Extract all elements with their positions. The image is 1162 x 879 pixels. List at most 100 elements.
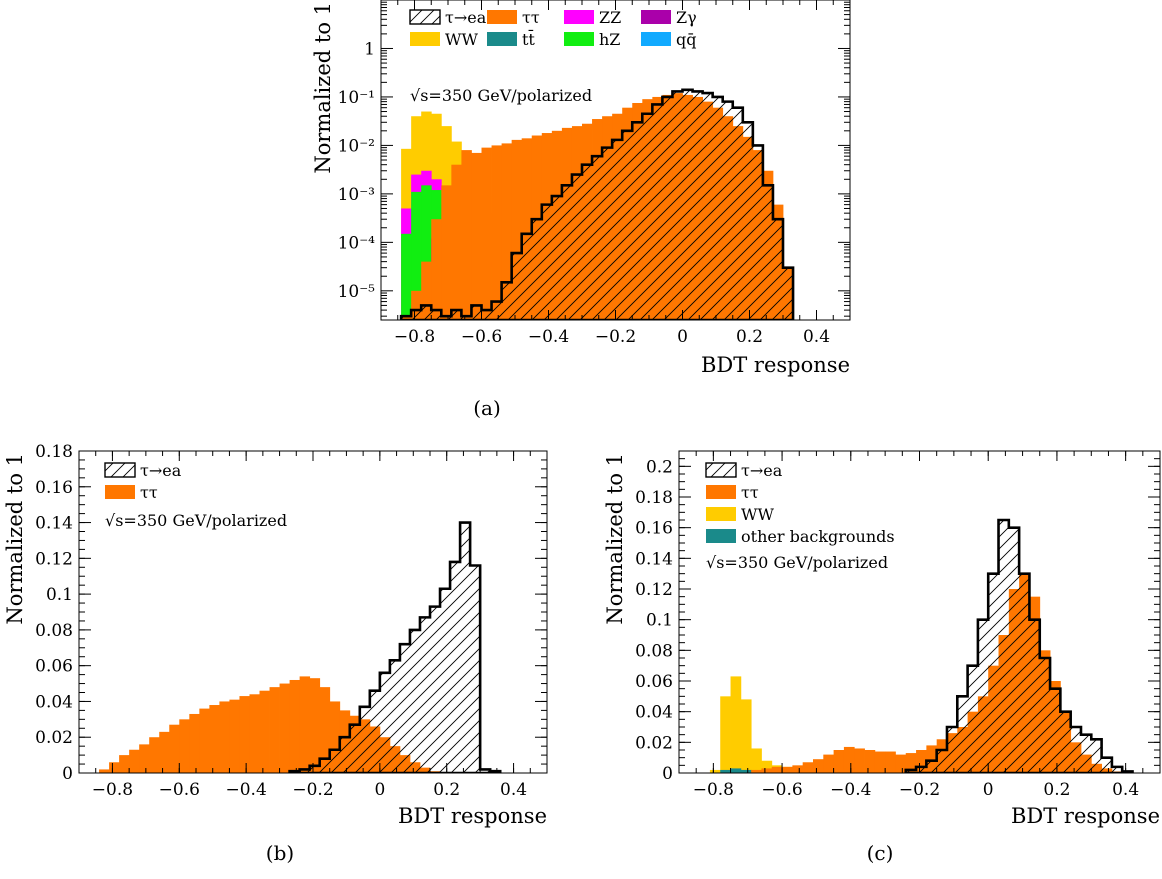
legend-label: other backgrounds [741,527,895,546]
histogram-bar [249,694,260,773]
x-tick-label: −0.6 [761,780,802,800]
histogram-bar [259,690,270,773]
y-tick-label: 0.08 [635,641,673,661]
x-tick-label: 0.2 [736,327,763,347]
y-axis-title: Normalized to 1 [3,453,27,625]
y-tick-label: 0 [662,764,673,784]
histogram-bar [761,760,773,773]
y-tick-label: 0.04 [35,692,73,712]
legend-label: tt̄ [522,28,535,49]
legend-label: ττ [522,8,540,27]
y-tick-label: 10⁻⁴ [338,233,376,253]
histogram-bar [451,164,462,320]
x-tick-label: 0.4 [1112,780,1139,800]
histogram-bar [289,679,301,773]
y-tick-label: 0.12 [635,580,673,600]
histogram-bar [421,261,432,320]
histogram-bar [309,678,321,773]
legend-swatch [706,507,736,521]
x-axis-title: BDT response [701,353,850,377]
chart-panel-b: −0.8 −0.6 −0.4 −0.2 0 0.2 0.4 0 0.02 0.04 0.06 0.08… [3,442,548,865]
legend-entry: ττ [706,483,759,502]
histogram-bar [441,185,452,320]
legend-entry: ττ [105,483,158,502]
y-tick-label: 10⁻³ [338,185,375,205]
histogram-bar [885,751,896,773]
histogram-bar [149,737,160,773]
histogram-bar [129,749,140,773]
histogram-bar [709,769,721,773]
y-tick-label: 0.1 [646,611,673,631]
legend-entry: ττ [487,8,540,27]
legend-entry: hZ [564,30,620,49]
y-tick-label: 0.12 [35,549,73,569]
histogram-bar [401,233,412,320]
y-axis-title: Normalized to 1 [311,2,335,174]
legend-entry: WW [706,505,774,524]
legend-swatch [409,9,441,25]
y-axis: 0 0.02 0.04 0.06 0.08 0.1 0.12 0.14 0.16 0.18 [35,442,547,784]
histogram-bar [720,696,731,773]
histogram-bar [751,748,762,773]
legend-label: WW [741,505,774,524]
x-axis: −0.8 −0.6 −0.4 −0.2 0 0.2 0.4 [78,451,548,800]
y-tick-label: 10⁻⁵ [338,282,376,302]
histogram-bar [319,687,331,773]
series-τ→ea [288,521,502,773]
y-tick-label: 0.08 [35,621,73,641]
histogram-bar [119,755,130,773]
histogram-bar [481,147,492,320]
histogram-bar [905,753,917,773]
histogram-bar [461,150,472,320]
legend-swatch [487,10,517,24]
histogram-bar [802,762,814,773]
legend-swatch [706,529,736,543]
histogram-bar [843,746,855,773]
histogram-bar [471,152,482,320]
y-tick-label: 0.14 [35,514,73,534]
x-tick-label: −0.2 [292,780,333,800]
x-tick-label: −0.2 [595,327,636,347]
histogram-bar [229,699,240,773]
legend-swatch [564,32,594,46]
x-tick-label: 0.2 [433,780,460,800]
legend-swatch [705,462,737,478]
legend-label: Zγ [676,8,697,27]
plot-area [99,521,502,773]
legend-swatch [564,10,594,24]
legend: τ→ea ττ ZZ Zγ WW tt̄ hZ qq̄ [409,8,697,49]
histogram-bar [179,719,190,773]
histogram-bar [771,766,783,773]
histogram-bar [269,687,280,773]
histogram-bar [299,676,311,773]
y-tick-label: 0.02 [635,733,673,753]
x-axis-title: BDT response [398,804,547,828]
histogram-bar [99,769,110,773]
histogram-bar [895,754,907,773]
x-tick-label: −0.4 [226,780,267,800]
x-tick-label: 0 [374,780,385,800]
signal-outline [288,521,502,773]
x-tick-label: −0.8 [394,327,435,347]
legend-label: WW [445,30,478,49]
x-tick-label: −0.8 [92,780,133,800]
histogram-bar [491,145,502,320]
plot-area [709,518,1134,773]
histogram-bar [109,762,120,773]
panel-caption: (b) [266,841,294,865]
x-tick-label: 0.4 [500,780,527,800]
histogram-bar [823,754,835,773]
histogram-bar [761,768,773,773]
legend-swatch [706,485,736,499]
y-axis: 10⁻⁵ 10⁻⁴ 10⁻³ 10⁻² 10⁻¹ 1 [338,1,850,317]
histogram-bar [329,701,341,773]
x-tick-label: −0.2 [899,780,940,800]
histogram-bar [501,143,513,320]
y-tick-label: 10⁻² [338,136,375,156]
histogram-bar [159,731,170,773]
histogram-bar [792,765,804,773]
y-tick-label: 0.2 [646,457,673,477]
panel-caption: (a) [473,396,501,420]
histogram-bar [279,683,290,773]
x-tick-label: 0.2 [1043,780,1070,800]
